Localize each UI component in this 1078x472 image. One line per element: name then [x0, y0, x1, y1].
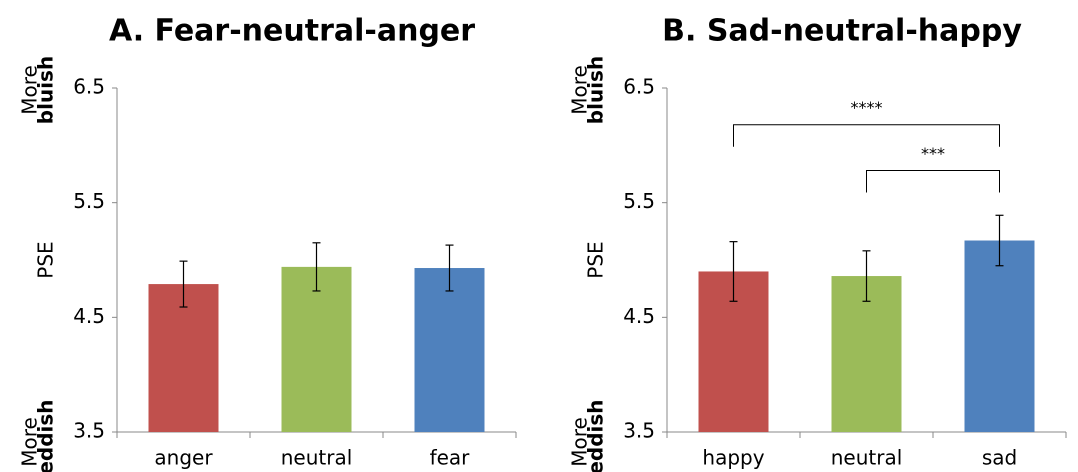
x-tick-label: neutral	[281, 446, 353, 470]
side-label: More	[568, 65, 592, 115]
y-tick-label: 5.5	[73, 189, 105, 213]
y-tick-label: 4.5	[73, 304, 105, 328]
bar	[148, 284, 219, 432]
bar	[281, 266, 352, 432]
x-tick-label: sad	[982, 446, 1017, 470]
side-label: reddish	[584, 399, 608, 472]
y-tick-label: 3.5	[623, 419, 655, 443]
bar	[831, 276, 902, 432]
y-axis-label: PSE	[584, 241, 608, 278]
side-label: More	[18, 65, 42, 115]
side-label: bluish	[584, 56, 608, 124]
y-tick-label: 6.5	[73, 75, 105, 99]
x-tick-label: happy	[702, 446, 764, 470]
error-bar	[729, 241, 738, 302]
chart-title: A. Fear-neutral-anger	[109, 14, 475, 49]
bar	[414, 268, 485, 432]
significance-label: ***	[921, 144, 945, 163]
error-bar	[312, 242, 321, 292]
side-label: reddish	[34, 399, 58, 472]
error-bar	[862, 250, 871, 302]
significance-bracket	[733, 124, 1000, 147]
side-label: More	[18, 417, 42, 467]
chart-title: B. Sad-neutral-happy	[662, 14, 1022, 49]
y-axis-label: PSE	[34, 241, 58, 278]
side-label: More	[568, 417, 592, 467]
y-tick-label: 5.5	[623, 189, 655, 213]
y-tick-label: 3.5	[73, 419, 105, 443]
error-bar	[445, 244, 454, 292]
error-bar	[179, 260, 188, 308]
side-label: bluish	[34, 56, 58, 124]
y-tick-label: 6.5	[623, 75, 655, 99]
x-tick-label: neutral	[831, 446, 903, 470]
y-tick-label: 4.5	[623, 304, 655, 328]
significance-bracket	[866, 170, 1000, 193]
error-bar	[995, 214, 1004, 267]
significance-label: ****	[851, 98, 883, 117]
bar	[964, 240, 1035, 432]
x-tick-label: anger	[154, 446, 213, 470]
x-tick-label: fear	[430, 446, 471, 470]
